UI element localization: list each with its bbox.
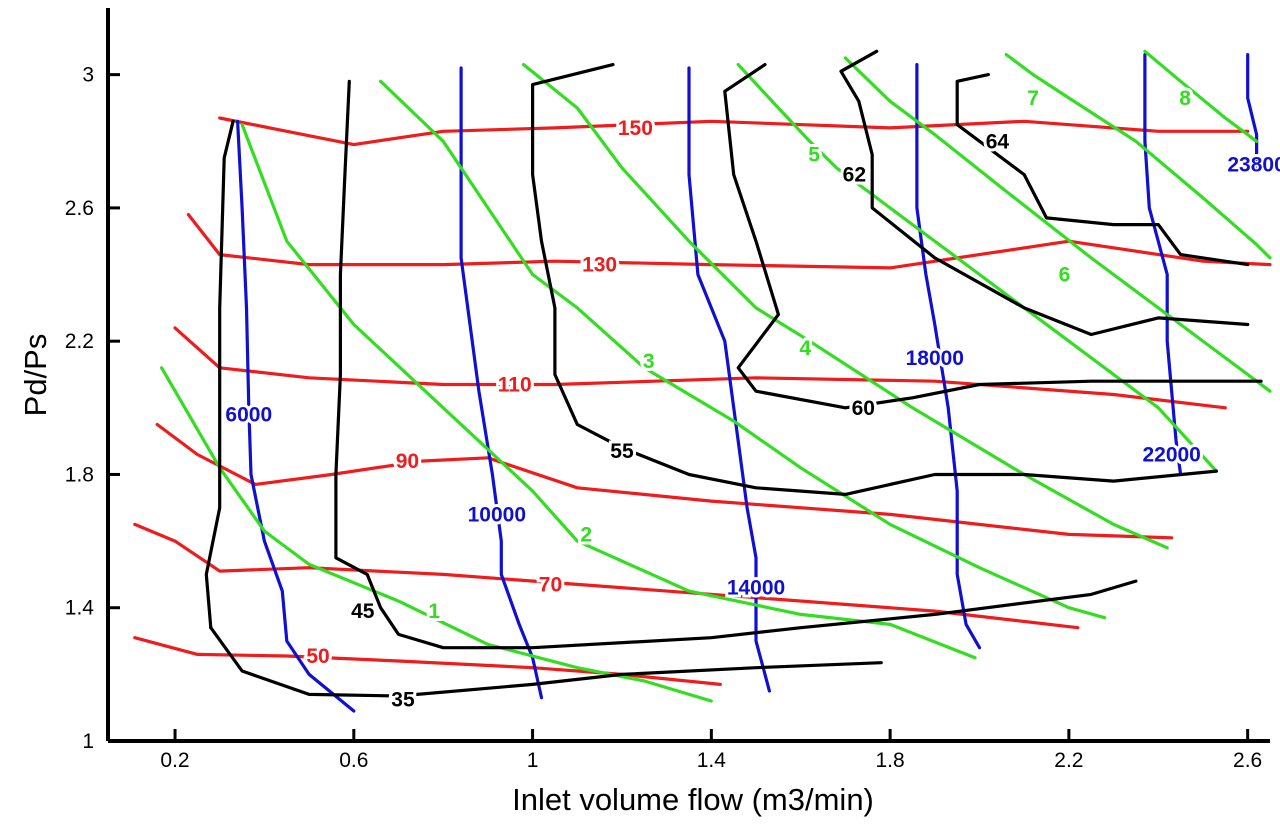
contour-label-green-7: 7 bbox=[1027, 87, 1039, 110]
contour-label-red-50: 50 bbox=[306, 645, 329, 668]
contour-label-black-45: 45 bbox=[351, 600, 375, 623]
contour-label-green-3: 3 bbox=[643, 350, 655, 373]
contour-label-blue-10000: 10000 bbox=[468, 503, 526, 526]
contour-green-4-line bbox=[522, 62, 1169, 550]
x-tick-label: 2.6 bbox=[1233, 749, 1262, 772]
contour-black-62-line bbox=[839, 49, 1250, 337]
contour-blue-10000-line bbox=[459, 66, 544, 700]
contour-label-red-110: 110 bbox=[498, 373, 532, 396]
x-axis-title: Inlet volume flow (m3/min) bbox=[512, 782, 874, 817]
y-tick-label: 3 bbox=[82, 64, 94, 87]
contour-label-blue-18000: 18000 bbox=[906, 347, 964, 370]
x-tick-label: 2.2 bbox=[1054, 749, 1083, 772]
contour-label-green-5: 5 bbox=[808, 144, 820, 167]
x-tick-label: 1.4 bbox=[697, 749, 727, 772]
x-tick-label: 0.6 bbox=[339, 749, 368, 772]
contour-blue-6000-line bbox=[236, 119, 356, 713]
contour-green-2-line bbox=[240, 123, 977, 660]
x-tick-label: 0.2 bbox=[160, 749, 189, 772]
contour-lines bbox=[133, 49, 1272, 713]
x-tick-label: 1 bbox=[527, 749, 539, 772]
contour-black-45-line bbox=[334, 79, 1138, 650]
contour-blue-18000-line bbox=[915, 62, 982, 650]
contour-black-45-line bbox=[204, 119, 235, 630]
contour-green-7-line bbox=[1004, 53, 1272, 260]
contour-label-red-70: 70 bbox=[539, 573, 562, 596]
contour-green-6-line bbox=[843, 56, 1272, 393]
contour-label-blue-14000: 14000 bbox=[727, 577, 785, 600]
contour-label-red-90: 90 bbox=[396, 450, 419, 473]
x-tick-label: 1.8 bbox=[876, 749, 905, 772]
contour-label-green-8: 8 bbox=[1179, 87, 1191, 110]
contour-green-5-line bbox=[736, 62, 1218, 473]
contour-label-black-55: 55 bbox=[610, 440, 634, 463]
contour-black-35-line bbox=[209, 626, 883, 698]
contour-red-150-line bbox=[218, 116, 1250, 147]
y-tick-label: 1.4 bbox=[65, 597, 95, 620]
y-tick-label: 1.8 bbox=[65, 463, 94, 486]
contour-label-blue-6000: 6000 bbox=[225, 403, 272, 426]
contour-black-60-line bbox=[723, 62, 1263, 410]
y-tick-label: 1 bbox=[82, 730, 94, 753]
contour-blue-14000-line bbox=[687, 66, 771, 693]
contour-label-black-62: 62 bbox=[843, 164, 866, 187]
contour-red-130-line bbox=[186, 213, 1272, 270]
contour-green-8-line bbox=[1143, 49, 1259, 143]
contour-label-black-64: 64 bbox=[986, 130, 1010, 153]
contour-red-90-line bbox=[155, 422, 1174, 540]
contour-blue-22000-line bbox=[1143, 53, 1183, 477]
contour-blue-23800-line bbox=[1246, 53, 1259, 170]
contour-labels: 50 70 90 110 130 150 6000 10000 14000 18000 22000 2… bbox=[222, 84, 1280, 714]
contour-label-green-2: 2 bbox=[580, 523, 592, 546]
contour-label-green-1: 1 bbox=[428, 600, 440, 623]
contour-black-64-line bbox=[955, 73, 1250, 267]
axes: 0.2 0.6 1 1.4 1.8 2.2 2.6 1 1.4 1.8 2.2 2.6 3 bbox=[65, 8, 1270, 772]
contour-label-green-4: 4 bbox=[799, 337, 811, 360]
contour-black-55-line bbox=[531, 62, 1218, 496]
contour-green-3-line bbox=[379, 79, 1107, 620]
contour-label-red-130: 130 bbox=[582, 254, 617, 277]
contour-label-black-35: 35 bbox=[391, 688, 415, 711]
contour-label-black-60: 60 bbox=[852, 397, 875, 420]
contour-label-blue-23800: 23800 bbox=[1227, 154, 1280, 177]
y-tick-label: 2.6 bbox=[65, 197, 94, 220]
contour-green-1-line bbox=[160, 366, 713, 703]
contour-label-red-150: 150 bbox=[618, 117, 653, 140]
y-tick-label: 2.2 bbox=[65, 330, 94, 353]
contour-red-70-line bbox=[133, 522, 1080, 630]
contour-label-green-6: 6 bbox=[1059, 264, 1071, 287]
contour-label-blue-22000: 22000 bbox=[1142, 443, 1200, 466]
y-axis-title: Pd/Ps bbox=[18, 334, 53, 417]
